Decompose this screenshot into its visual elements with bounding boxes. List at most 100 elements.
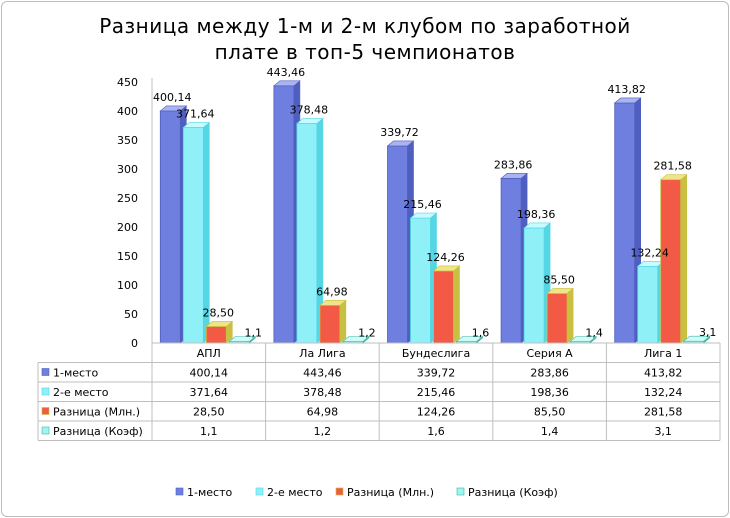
table-cell: 215,46 <box>417 386 456 399</box>
bar-top <box>159 105 188 112</box>
bar-top <box>319 300 347 306</box>
table-row-label: Разница (Млн.) <box>53 406 140 419</box>
table-cell: 132,24 <box>644 386 683 399</box>
bar-front <box>433 270 454 344</box>
bar-front <box>523 227 545 344</box>
bar-front <box>273 85 295 344</box>
category-label: Серия А <box>526 347 573 360</box>
legend-swatch <box>255 487 264 496</box>
table-cell: 3,1 <box>654 425 672 438</box>
data-label: 132,24 <box>630 246 669 259</box>
legend-label: 1-место <box>187 486 232 499</box>
y-tick-label: 250 <box>117 192 138 205</box>
table-cell: 283,86 <box>530 367 569 380</box>
data-label: 1,2 <box>358 327 376 340</box>
table-legend-swatch <box>41 387 50 396</box>
y-tick-label: 100 <box>117 279 138 292</box>
bar-top <box>296 118 324 124</box>
bar-top <box>182 122 211 128</box>
y-tick-label: 0 <box>131 337 138 350</box>
bar-1-1 <box>159 105 188 344</box>
bar-top <box>228 336 257 342</box>
legend-swatch <box>175 487 184 496</box>
bar-front <box>296 123 318 344</box>
table-legend-swatch <box>41 426 50 435</box>
data-label: 1,6 <box>472 327 490 340</box>
legend-label: 2-е место <box>267 486 323 499</box>
bar-3-3 <box>432 265 461 344</box>
bar-top <box>569 336 597 342</box>
table-cell: 400,14 <box>190 367 229 380</box>
table-row-label: 1-место <box>53 367 98 380</box>
table-cell: 85,50 <box>534 406 566 419</box>
bar-front <box>410 217 431 344</box>
bar-4-3 <box>455 335 484 344</box>
y-tick-label: 50 <box>124 308 138 321</box>
bar-3-2 <box>319 299 347 344</box>
table-cell: 339,72 <box>417 367 456 380</box>
bar-top <box>205 321 234 327</box>
category-label: АПЛ <box>197 347 221 360</box>
legend-item: Разница (Коэф) <box>456 486 558 499</box>
bar-side <box>453 265 460 344</box>
bar-top <box>659 174 688 180</box>
bar-top <box>342 336 370 342</box>
legend-swatch <box>335 487 344 496</box>
bar-front <box>319 304 341 344</box>
data-label: 281,58 <box>653 160 692 173</box>
bar-top <box>546 288 574 294</box>
data-label: 215,46 <box>403 198 442 211</box>
legend-label: Разница (Коэф) <box>468 486 558 499</box>
bar-top <box>409 212 438 219</box>
table-cell: 281,58 <box>644 406 683 419</box>
y-tick-label: 200 <box>117 221 138 234</box>
bar-3-1 <box>205 320 234 344</box>
table-row-label: Разница (Коэф) <box>53 425 143 438</box>
bar-top <box>386 140 415 147</box>
y-tick-label: 450 <box>117 76 138 89</box>
data-label: 28,50 <box>203 306 235 319</box>
bar-2-5 <box>636 260 665 344</box>
table-cell: 1,4 <box>541 425 559 438</box>
y-tick-label: 400 <box>117 105 138 118</box>
data-label: 400,14 <box>153 91 192 104</box>
bar-2-3 <box>409 212 438 344</box>
data-label: 85,50 <box>543 273 575 286</box>
data-label: 64,98 <box>316 285 348 298</box>
data-label: 413,82 <box>607 83 646 96</box>
bar-side <box>680 174 688 344</box>
chart-title-line-1: Разница между 1-м и 2-м клубом по зарабо… <box>99 14 631 38</box>
table-cell: 64,98 <box>307 406 339 419</box>
bar-top <box>523 222 551 229</box>
bar-front <box>182 127 204 344</box>
table-row-label: 2-е место <box>53 386 109 399</box>
legend-item: 2-е место <box>255 486 323 499</box>
table-cell: 124,26 <box>417 406 456 419</box>
chart-title-line-2: плате в топ-5 чемпионатов <box>215 40 516 64</box>
data-label: 124,26 <box>426 251 465 264</box>
bar-2-2 <box>296 117 324 344</box>
bar-1-3 <box>386 140 415 344</box>
table-legend-swatch <box>41 407 50 415</box>
bar-top <box>682 335 711 342</box>
bar-front <box>637 265 659 344</box>
bar-front <box>387 145 408 344</box>
bar-front <box>159 110 181 344</box>
data-label: 283,86 <box>494 158 533 171</box>
data-label: 378,48 <box>290 103 329 116</box>
bar-top <box>273 80 301 87</box>
category-label: Ла Лига <box>299 347 345 360</box>
table-cell: 371,64 <box>190 386 229 399</box>
y-tick-label: 300 <box>117 163 138 176</box>
legend-swatch <box>456 487 465 496</box>
bar-2-1 <box>182 121 211 344</box>
bar-1-5 <box>613 97 642 344</box>
data-label: 371,64 <box>176 107 215 120</box>
bar-front <box>205 326 227 344</box>
data-label: 339,72 <box>380 126 419 139</box>
table-cell: 198,36 <box>530 386 569 399</box>
y-tick-label: 350 <box>117 134 138 147</box>
bar-front <box>500 177 522 344</box>
